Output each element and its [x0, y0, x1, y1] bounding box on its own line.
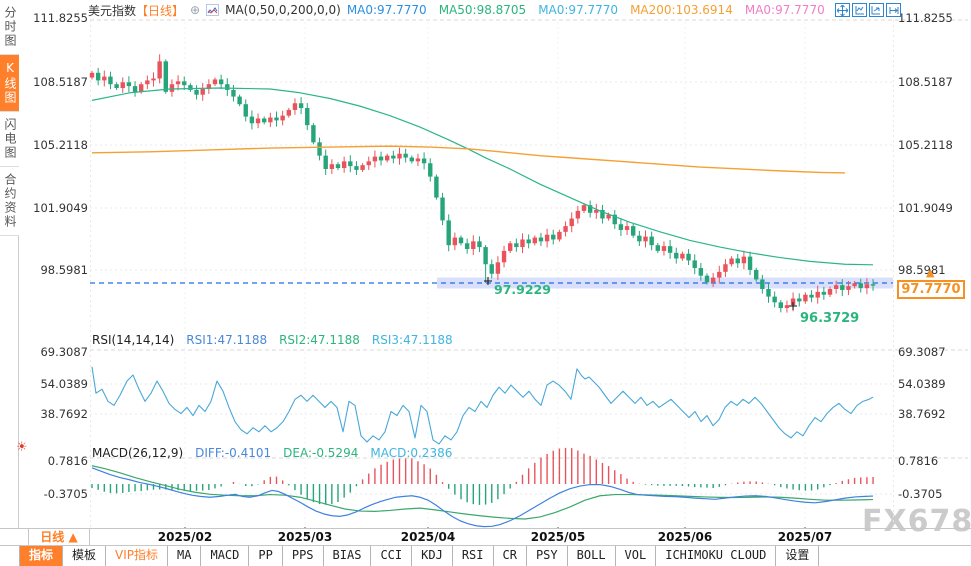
chart-header: 美元指数【日线】 ⊕ MA(0,50,0,200,0,0) MA0:97.777… — [88, 2, 837, 18]
rsi-name: RSI(14,14,14) — [92, 333, 175, 347]
sidebar-tab-3[interactable]: 合约资料 — [0, 167, 19, 236]
ma-definition: MA(0,50,0,200,0,0) — [225, 3, 341, 17]
toolbar-item-CCI[interactable]: CCI — [371, 546, 413, 566]
main-chart[interactable]: 97.9229 96.3729 — [0, 0, 971, 528]
macd-value-0: DIFF:-0.4101 — [195, 446, 272, 460]
chart-type-tabs: 分时图 K线图 闪电图 合约资料 — [0, 0, 19, 528]
macd-axis-r-0: 0.7816 — [898, 454, 939, 468]
price-axis-r-4: 98.5981 — [898, 263, 946, 277]
rsi-axis-r-2: 38.7692 — [898, 407, 946, 421]
sidebar-tab-1[interactable]: K线图 — [0, 55, 19, 112]
toolbar-item-ICHIMOKU CLOUD[interactable]: ICHIMOKU CLOUD — [656, 546, 777, 566]
toolbar-item-模板[interactable]: 模板 — [63, 546, 107, 566]
toolbar-item-CR[interactable]: CR — [494, 546, 527, 566]
toolbar-item-KDJ[interactable]: KDJ — [412, 546, 453, 566]
alarm-icon[interactable]: ☀ — [16, 440, 28, 455]
ma-value-1: MA50:98.8705 — [438, 3, 527, 17]
fx678-watermark: FX678 — [862, 504, 971, 539]
toolbar-item-VIP指标[interactable]: VIP指标 — [106, 546, 169, 566]
symbol-name: 美元指数 — [88, 3, 137, 18]
rsi-values: RSI1:47.1188 RSI2:47.1188 RSI3:47.1188 — [186, 333, 464, 347]
date-label-3: 2025/05 — [530, 530, 586, 544]
rsi-header: RSI(14,14,14) RSI1:47.1188 RSI2:47.1188 RS… — [92, 333, 465, 347]
price-axis-l-1: 108.5187 — [33, 75, 88, 89]
rsi-axis-l-1: 54.0389 — [40, 377, 88, 391]
current-price-tag: 97.7770 — [897, 280, 965, 299]
rsi-axis-l-2: 38.7692 — [40, 407, 88, 421]
date-label-5: 2025/07 — [777, 530, 833, 544]
toolbar-item-指标[interactable]: 指标 — [20, 546, 64, 566]
period-label: 【日线】 — [136, 3, 185, 18]
toolbar-item-设置[interactable]: 设置 — [776, 546, 820, 566]
ma-values: MA0:97.7770 MA50:98.8705 MA0:97.7770 MA200:… — [347, 3, 837, 17]
add-compare-icon[interactable]: ⊕ — [190, 3, 201, 17]
rsi-value-1: RSI2:47.1188 — [279, 333, 360, 347]
go-latest-icon[interactable] — [886, 3, 901, 17]
zoom-out-icon[interactable] — [852, 3, 867, 17]
toolbar-item-PSY[interactable]: PSY — [527, 546, 568, 566]
price-axis-l-0: 111.8255 — [33, 11, 88, 25]
price-axis-r-2: 105.2118 — [898, 138, 953, 152]
date-label-2: 2025/04 — [400, 530, 456, 544]
toolbar-item-PPS[interactable]: PPS — [283, 546, 324, 566]
indicator-toolbar: 指标 模板 VIP指标 MA MACD PP PPS BIAS CCI KDJ RSI CR PSY BO… — [0, 546, 971, 566]
macd-axis-r-1: -0.3705 — [898, 487, 943, 501]
toolbar-item-BIAS[interactable]: BIAS — [324, 546, 372, 566]
price-axis-r-1: 108.5187 — [898, 75, 953, 89]
ma-value-4: MA0:97.7770 — [744, 3, 825, 17]
rsi-axis-l-0: 69.3087 — [40, 345, 88, 359]
price-axis-r-3: 101.9049 — [898, 201, 953, 215]
price-axis-l-3: 101.9049 — [33, 201, 88, 215]
macd-value-2: MACD:0.2386 — [370, 446, 453, 460]
time-axis-row: 日线 ▲ 2025/02 2025/03 2025/04 2025/05 2025/06… — [0, 528, 971, 546]
rsi-value-0: RSI1:47.1188 — [186, 333, 268, 347]
macd-name: MACD(26,12,9) — [92, 446, 184, 460]
rsi-axis-r-0: 69.3087 — [898, 345, 946, 359]
macd-axis-l-0: 0.7816 — [47, 454, 88, 468]
svg-text:97.9229: 97.9229 — [494, 282, 551, 297]
price-axis-l-4: 98.5981 — [40, 263, 88, 277]
toolbar-item-VOL[interactable]: VOL — [616, 546, 657, 566]
macd-values: DIFF:-0.4101 DEA:-0.5294 MACD:0.2386 — [195, 446, 464, 460]
ma-indicator-icon[interactable] — [206, 4, 220, 16]
chart-tools — [835, 3, 901, 17]
toolbar-item-BOLL[interactable]: BOLL — [568, 546, 616, 566]
toolbar-item-MACD[interactable]: MACD — [201, 546, 250, 566]
ma-value-0: MA0:97.7770 — [346, 3, 427, 17]
svg-text:96.3729: 96.3729 — [800, 311, 859, 326]
ma-value-2: MA0:97.7770 — [538, 3, 619, 17]
toolbar-item-PP[interactable]: PP — [249, 546, 283, 566]
macd-value-1: DEA:-0.5294 — [283, 446, 359, 460]
date-label-0: 2025/02 — [157, 530, 213, 544]
period-selector[interactable]: 日线 ▲ — [28, 529, 90, 546]
price-axis-r-0: 111.8255 — [898, 11, 953, 25]
toolbar-spacer — [0, 546, 20, 566]
date-label-1: 2025/03 — [277, 530, 333, 544]
rsi-value-2: RSI3:47.1188 — [371, 333, 453, 347]
price-up-arrow-icon: ▲ — [926, 266, 935, 279]
sidebar-tab-0[interactable]: 分时图 — [0, 0, 19, 55]
date-label-4: 2025/06 — [657, 530, 713, 544]
pan-icon[interactable] — [835, 3, 850, 17]
price-axis-l-2: 105.2118 — [33, 138, 88, 152]
ma-value-3: MA200:103.6914 — [630, 3, 733, 17]
sidebar-tab-2[interactable]: 闪电图 — [0, 112, 19, 167]
zoom-in-icon[interactable] — [869, 3, 884, 17]
toolbar-item-RSI[interactable]: RSI — [453, 546, 494, 566]
rsi-axis-r-1: 54.0389 — [898, 377, 946, 391]
macd-axis-l-1: -0.3705 — [43, 487, 88, 501]
macd-header: MACD(26,12,9) DIFF:-0.4101 DEA:-0.5294 MAC… — [92, 446, 464, 460]
toolbar-item-MA[interactable]: MA — [168, 546, 202, 566]
